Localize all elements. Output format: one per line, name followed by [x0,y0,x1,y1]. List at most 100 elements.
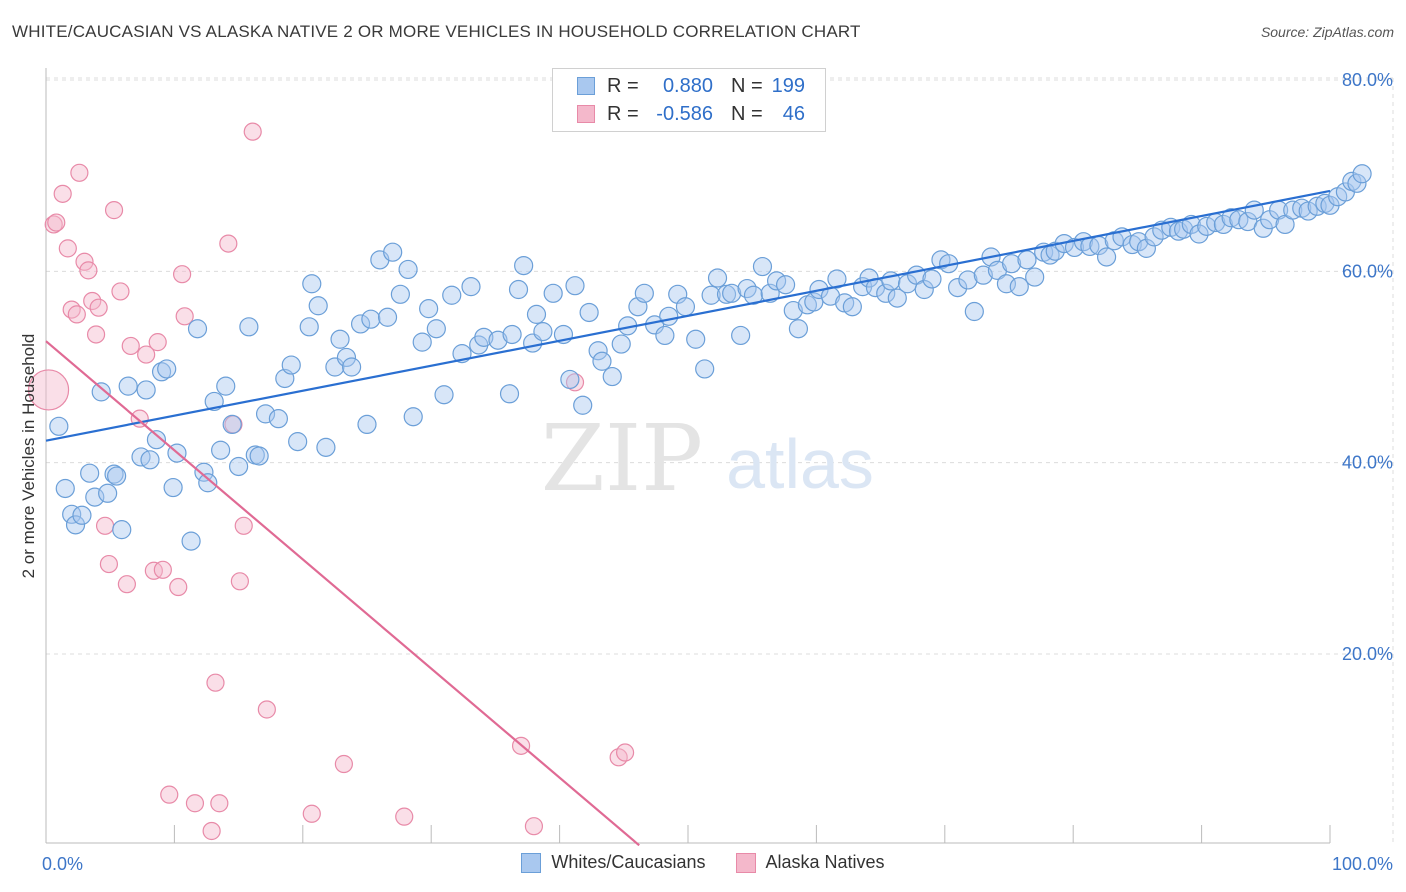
whites-point [592,351,612,371]
whites-point [211,440,231,460]
whites-point [403,407,423,427]
legend-n-label: N = [731,74,763,97]
whites-point [316,437,336,457]
whites-point [222,414,242,434]
alaska-point [302,804,321,823]
y-tick-label: 40.0% [1342,453,1393,473]
whites-point [281,355,301,375]
alaska-point [95,516,115,535]
whites-point [419,299,439,319]
whites-point [526,304,547,324]
whites-point [675,297,696,317]
whites-point [390,284,410,304]
whites-point [426,319,446,339]
alaska-point [70,163,89,182]
whites-point [65,515,86,535]
whites-point [1352,164,1372,184]
whites-point [827,269,847,289]
whites-point [887,288,907,308]
alaska-point [53,184,72,203]
alaska-point [83,291,102,311]
whites-point [268,409,289,429]
x-tick-label: 0.0% [42,854,83,874]
whites-point [239,317,259,337]
legend-n-value: 199 [771,74,805,97]
whites-point [560,369,580,390]
whites-point [299,317,319,337]
alaska-point [79,261,98,280]
legend-item-alaska[interactable]: Alaska Natives [735,852,885,873]
y-axis-label: 2 or more Vehicles in Household [19,334,38,579]
legend-swatch-whites [577,77,595,95]
alaska-point [175,307,194,326]
whites-point [461,277,481,297]
whites-point [118,376,138,396]
whites-trend-line [45,189,1331,442]
whites-point [204,391,224,412]
whites-point [198,473,218,493]
chart-title: WHITE/CAUCASIAN VS ALASKA NATIVE 2 OR MO… [12,22,861,41]
legend-r-value: 0.880 [662,74,713,97]
whites-point [695,359,715,379]
whites-point [377,307,398,327]
legend-n-value: 46 [782,102,805,125]
whites-point [842,297,862,317]
alaska-point [173,265,192,284]
whites-point [288,432,308,452]
whites-point [958,270,978,290]
legend-r-label: R = [607,102,639,125]
whites-point [151,362,172,382]
whites-point [163,477,183,498]
alaska-point [234,516,253,535]
alaska-point [104,201,124,220]
alaska-point [524,817,544,836]
whites-point [398,259,418,280]
whites-point [187,319,208,339]
whites-point [588,341,608,361]
whites-point [1129,232,1149,252]
alaska-point [58,239,77,258]
whites-point [383,242,403,262]
alaska-point [44,215,63,234]
alaska-point [243,122,262,141]
alaska-trend-line [45,340,640,847]
whites-point [533,322,553,342]
whites-point [85,487,105,507]
whites-point [499,384,520,404]
legend-item-whites[interactable]: Whites/Caucasians [521,852,706,873]
whites-point [140,450,160,470]
whites-point [1347,173,1367,193]
tick-labels: 20.0% 40.0% 60.0% 80.0% 0.0% 100.0% [42,70,1393,874]
legend-row-alaska: R = -0.586 N = 46 [553,100,805,128]
axes [45,68,1331,844]
alaska-point [202,821,221,841]
alaska-point [117,575,136,594]
alaska-point [111,282,130,301]
legend-row-whites: R = 0.880 N = 199 [553,72,805,100]
whites-point [1298,201,1318,221]
whites-point [91,382,111,402]
alaska-point [153,560,172,579]
whites-point [948,277,968,298]
alaska-point [121,336,140,356]
alaska-point [86,325,106,344]
alaska-point [615,743,635,762]
whites-point [514,255,534,276]
whites-point [72,505,92,525]
whites-point [146,430,167,450]
whites-point [98,483,118,503]
whites-point [579,302,599,323]
stats-legend: R = 0.880 N = 199 R = -0.586 N = 46 [552,68,826,132]
legend-swatch-whites [521,852,542,873]
legend-swatch-alaska [577,105,595,123]
alaska-point [185,794,205,813]
legend-label-alaska: Alaska Natives [765,852,885,872]
watermark: ZIP atlas [541,405,874,512]
alaska-point [334,754,353,774]
whites-point [1136,238,1156,258]
whites-point [341,357,362,377]
whites-point [914,279,934,300]
whites-point [136,380,156,400]
whites-point [973,265,993,285]
